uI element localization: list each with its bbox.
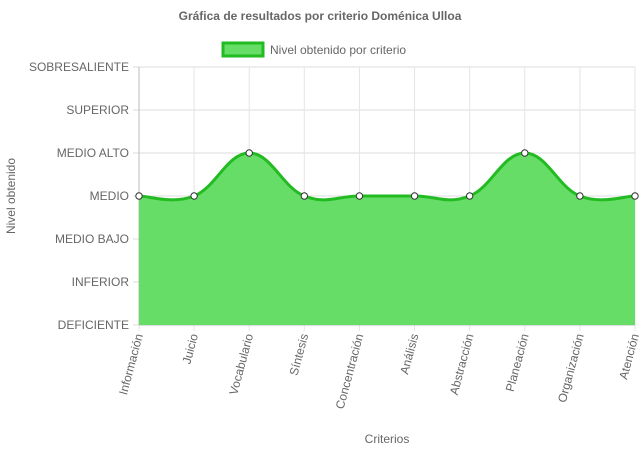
x-tick-label: Atención xyxy=(616,332,639,381)
legend[interactable]: Nivel obtenido por criterio xyxy=(221,41,406,58)
y-tick-label: SUPERIOR xyxy=(66,103,129,117)
x-tick-label: Organización xyxy=(555,332,587,404)
x-tick-label: Abstracción xyxy=(447,332,477,396)
y-tick-label: INFERIOR xyxy=(72,275,130,289)
y-tick-label: SOBRESALIENTE xyxy=(29,60,129,74)
y-tick-label: MEDIO BAJO xyxy=(55,232,129,246)
y-axis: DEFICIENTE INFERIOR MEDIO BAJO MEDIO MEDIO A… xyxy=(29,60,129,332)
data-point-Abstracción[interactable] xyxy=(465,192,474,200)
data-point-Vocabulario[interactable] xyxy=(245,149,253,157)
series-area-fill xyxy=(139,153,635,325)
y-axis-title: Nivel obtenido xyxy=(4,158,18,234)
legend-label: Nivel obtenido por criterio xyxy=(270,43,406,57)
x-tick-label: Información xyxy=(116,332,146,396)
x-tick-label: Planeación xyxy=(503,332,532,393)
data-point-Planeación[interactable] xyxy=(521,149,529,157)
x-tick-label: Análisis xyxy=(397,332,421,376)
data-point-Concentración[interactable] xyxy=(355,192,364,200)
x-tick-label: Concentración xyxy=(333,332,367,410)
x-tick-label: Juicio xyxy=(180,332,202,366)
series-line xyxy=(138,151,636,202)
data-point-Juicio[interactable] xyxy=(190,192,198,200)
chart-title: Gráfica de resultados por criterio Domén… xyxy=(179,9,462,23)
data-point-Información[interactable] xyxy=(135,192,143,200)
legend-swatch xyxy=(221,41,265,58)
data-point-Organización[interactable] xyxy=(576,192,584,200)
y-tick-label: MEDIO ALTO xyxy=(57,146,129,160)
y-tick-label: DEFICIENTE xyxy=(58,318,129,332)
data-point-Análisis[interactable] xyxy=(410,192,419,200)
x-axis: Información Juicio Vocabulario Síntesis Conc… xyxy=(116,332,639,411)
data-point-Atención[interactable] xyxy=(631,192,639,200)
series-area xyxy=(135,149,639,325)
x-axis-title: Criterios xyxy=(365,432,410,446)
data-point-Síntesis[interactable] xyxy=(300,192,309,200)
y-tick-label: MEDIO xyxy=(90,189,129,203)
x-tick-label: Vocabulario xyxy=(226,332,256,397)
x-tick-label: Síntesis xyxy=(287,332,312,377)
